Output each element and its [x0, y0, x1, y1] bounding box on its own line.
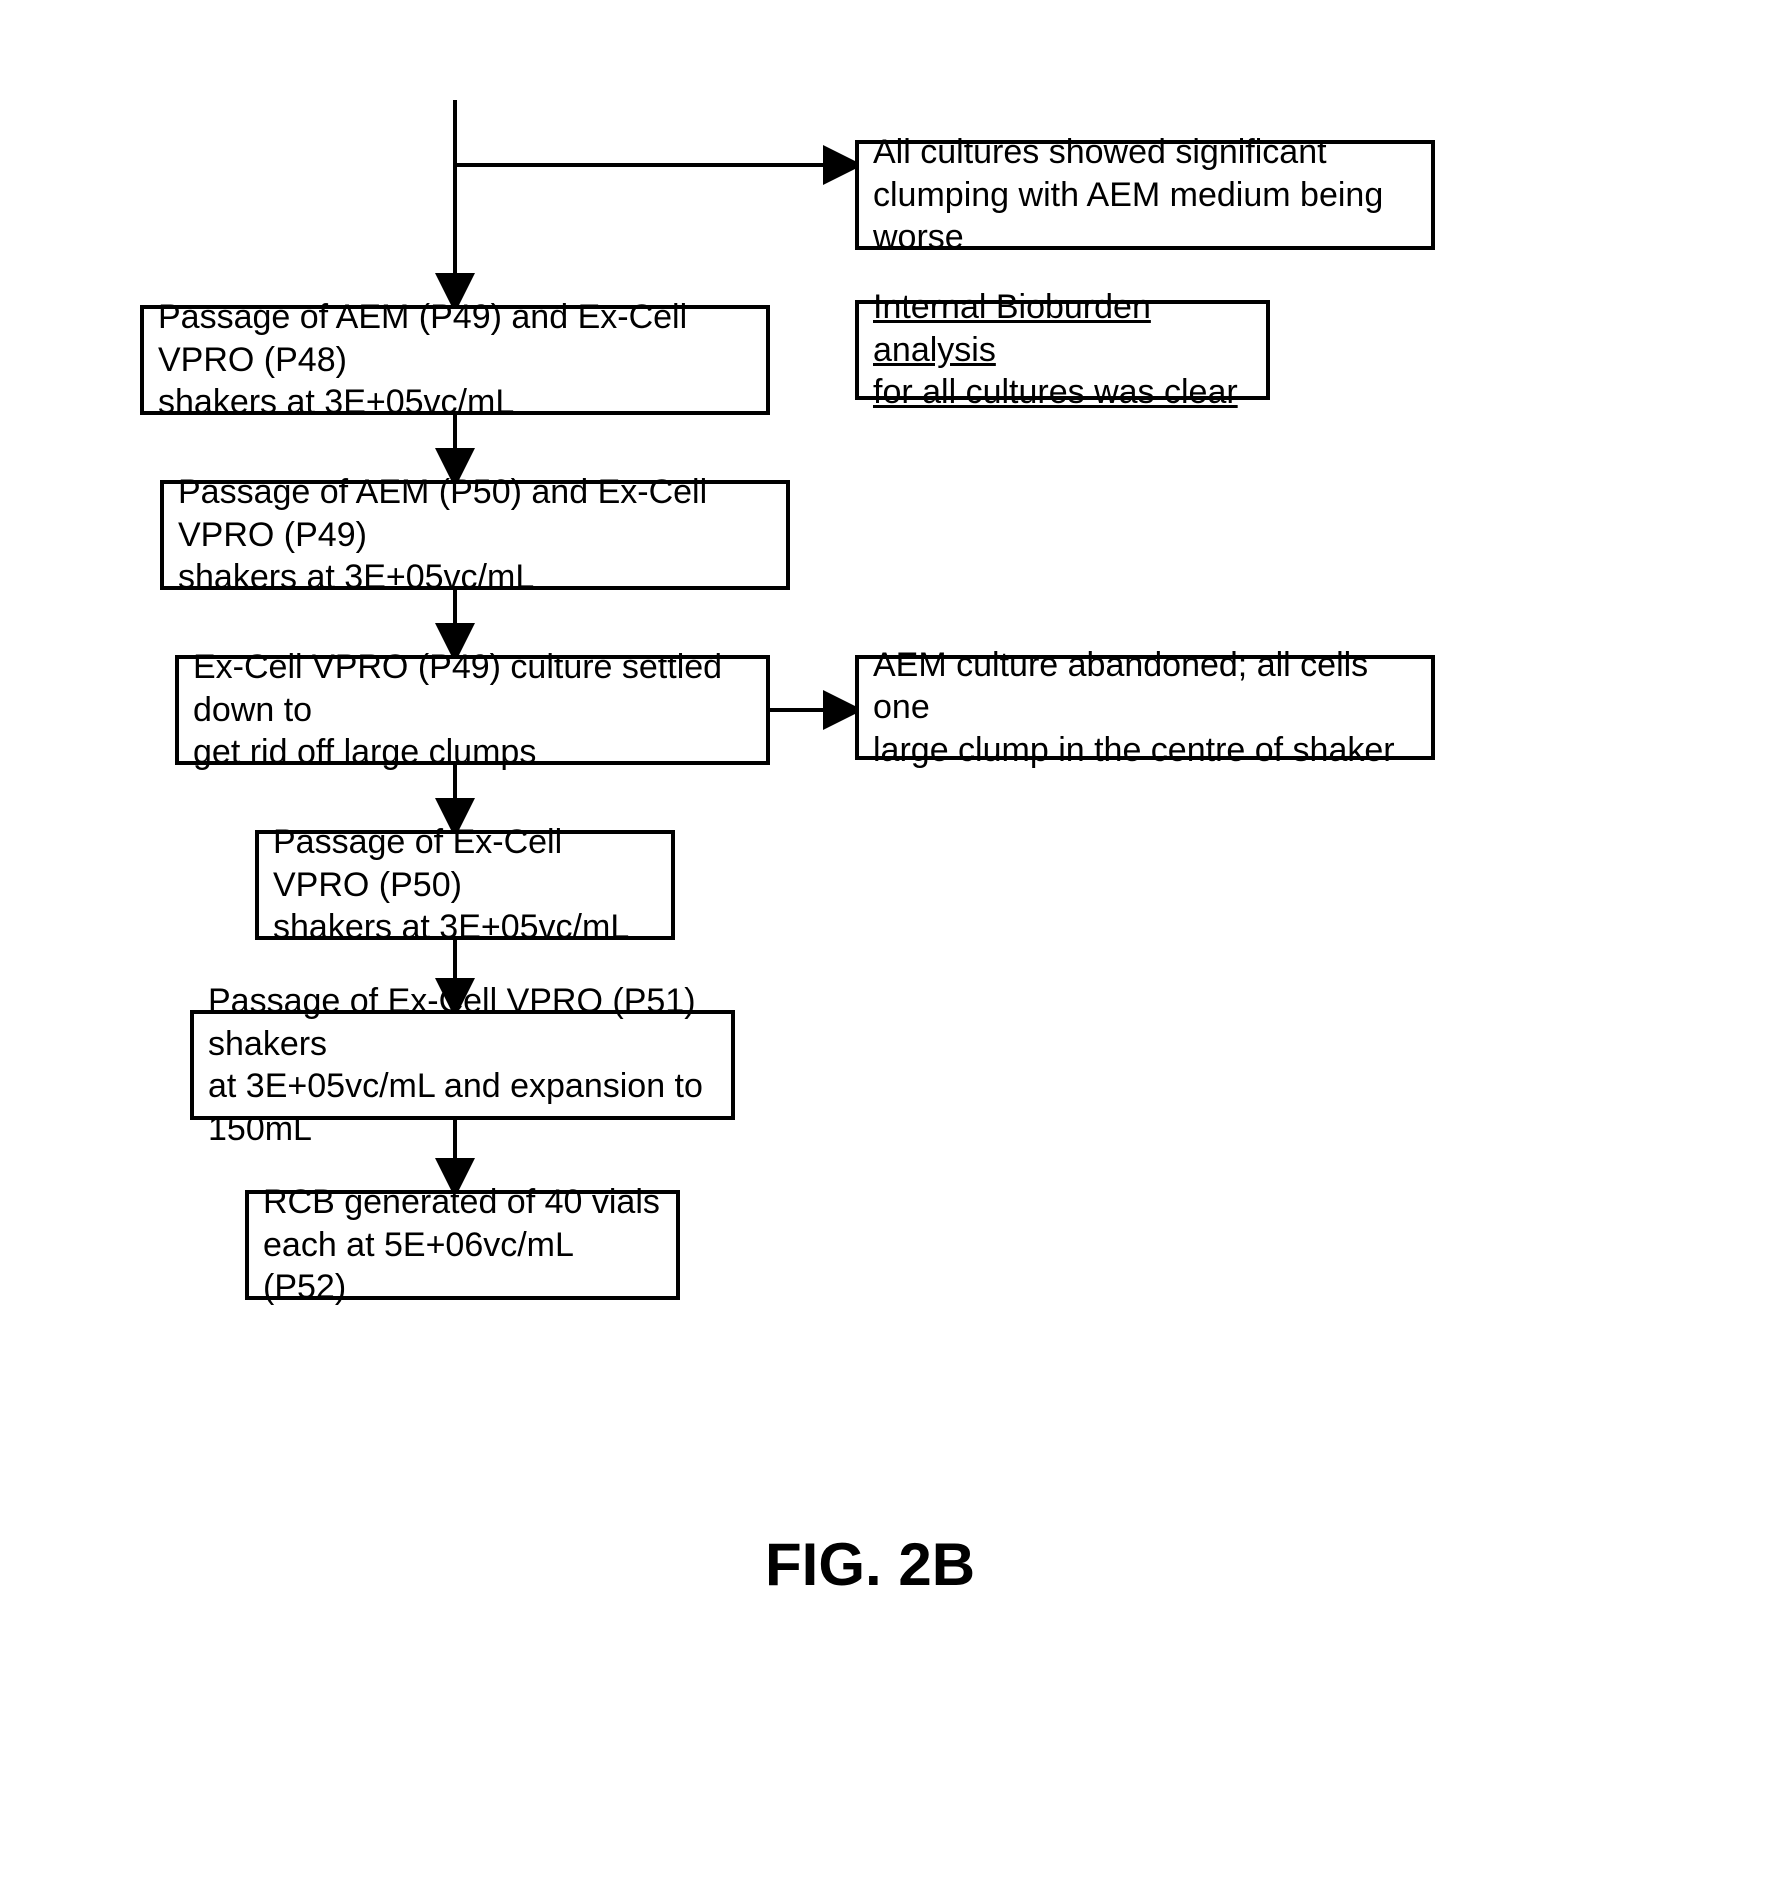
node-text: AEM culture abandoned; all cells one lar… [873, 644, 1417, 772]
flow-node: Passage of Ex-Cell VPRO (P51) shakers at… [190, 1010, 735, 1120]
node-text: Passage of Ex-Cell VPRO (P51) shakers at… [208, 980, 717, 1150]
node-text: Ex-Cell VPRO (P49) culture settled down … [193, 646, 752, 774]
figure-caption: FIG. 2B [765, 1530, 975, 1599]
annotation-node: AEM culture abandoned; all cells one lar… [855, 655, 1435, 760]
node-text: All cultures showed significant clumping… [873, 131, 1417, 259]
node-text: Passage of Ex-Cell VPRO (P50) shakers at… [273, 821, 657, 949]
flowchart-canvas: Passage of AEM (P49) and Ex-Cell VPRO (P… [0, 0, 1774, 1887]
node-text: Passage of AEM (P50) and Ex-Cell VPRO (P… [178, 471, 772, 599]
flow-node: Ex-Cell VPRO (P49) culture settled down … [175, 655, 770, 765]
annotation-node: All cultures showed significant clumping… [855, 140, 1435, 250]
flow-node: RCB generated of 40 vials each at 5E+06v… [245, 1190, 680, 1300]
connector-layer [0, 0, 1774, 1887]
node-text: Passage of AEM (P49) and Ex-Cell VPRO (P… [158, 296, 752, 424]
flow-node: Passage of AEM (P50) and Ex-Cell VPRO (P… [160, 480, 790, 590]
annotation-node: Internal Bioburden analysis for all cult… [855, 300, 1270, 400]
flow-node: Passage of AEM (P49) and Ex-Cell VPRO (P… [140, 305, 770, 415]
node-text: RCB generated of 40 vials each at 5E+06v… [263, 1181, 662, 1309]
flow-node: Passage of Ex-Cell VPRO (P50) shakers at… [255, 830, 675, 940]
node-text: Internal Bioburden analysis for all cult… [873, 286, 1252, 414]
